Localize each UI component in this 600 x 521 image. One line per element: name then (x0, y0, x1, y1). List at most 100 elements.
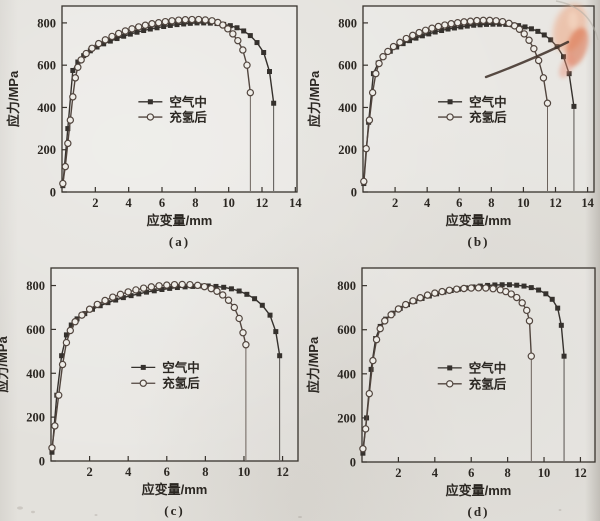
circle-marker (58, 360, 67, 369)
y-tick-label: 0 (351, 186, 357, 200)
subplot-caption: (d) (468, 504, 490, 519)
x-tick-label: 6 (456, 196, 462, 210)
x-tick-label: 12 (549, 196, 562, 210)
square-marker (514, 282, 520, 288)
circle-marker (447, 20, 455, 28)
square-marker (49, 449, 55, 455)
x-tick-label: 2 (86, 465, 92, 479)
square-marker (273, 329, 279, 335)
y-tick-label: 200 (338, 143, 357, 157)
circle-marker (520, 30, 528, 38)
square-marker (271, 100, 277, 106)
x-tick-label: 2 (92, 196, 98, 210)
y-tick-label: 400 (26, 367, 45, 381)
square-marker (561, 353, 567, 359)
circle-marker (415, 28, 423, 37)
circle-marker (64, 139, 72, 148)
square-marker (549, 296, 555, 302)
y-tick-label: 200 (337, 411, 356, 425)
square-marker (277, 353, 283, 359)
circle-marker (369, 356, 377, 365)
y-tick-label: 600 (338, 59, 357, 73)
circle-marker (128, 25, 136, 33)
axes: 0 200 400 600 800 2 4 6 8 10 12 14 (338, 5, 595, 210)
circle-marker (230, 303, 239, 312)
legend-square-marker (447, 365, 453, 371)
circle-marker (155, 282, 163, 290)
circle-marker (431, 289, 439, 297)
circle-marker (229, 30, 237, 38)
circle-marker (163, 281, 171, 289)
y-tick-label: 0 (50, 186, 56, 200)
x-tick-label: 4 (125, 465, 132, 479)
square-marker (182, 284, 188, 290)
circle-marker (88, 44, 96, 52)
square-marker (259, 302, 265, 308)
x-tick-label: 4 (432, 466, 439, 480)
x-tick-label: 8 (505, 466, 511, 480)
x-tick-label: 6 (164, 465, 170, 479)
x-tick-label: 12 (574, 466, 587, 480)
circle-marker (466, 17, 475, 25)
x-tick-label: 4 (424, 196, 431, 210)
circle-marker (71, 74, 80, 82)
circle-marker (94, 39, 103, 48)
circle-marker (242, 341, 250, 349)
circle-marker (510, 22, 519, 30)
x-tick-label: 12 (276, 465, 289, 479)
circle-marker (513, 293, 521, 302)
subplot-caption: (c) (164, 503, 184, 518)
circle-marker (384, 47, 392, 56)
square-marker (147, 26, 153, 32)
circle-marker (213, 287, 221, 295)
square-marker (194, 20, 200, 26)
circle-marker (85, 305, 94, 313)
square-marker (227, 23, 233, 29)
square-marker (144, 289, 150, 295)
circle-marker (421, 26, 430, 35)
square-marker (94, 44, 100, 50)
circle-marker (219, 21, 227, 29)
circle-marker (178, 280, 186, 289)
circle-marker (116, 290, 125, 299)
series-hydrogen (360, 16, 552, 191)
circle-marker (460, 18, 468, 26)
legend-label: 空气中 (469, 360, 507, 375)
square-marker (368, 366, 374, 372)
circle-marker (78, 311, 86, 319)
x-axis-label: 应变量/mm (142, 482, 208, 497)
x-axis-label: 应变量/mm (147, 213, 213, 228)
square-marker (161, 24, 167, 30)
legend-label: 充氢后 (469, 376, 507, 391)
square-marker (566, 71, 572, 77)
square-marker (154, 25, 160, 31)
chart-b-stress-strain: 0 200 400 600 800 2 4 6 8 10 12 14 应力/MPa 应变量/mm (b) 空气… (307, 5, 595, 249)
circle-marker (359, 445, 367, 453)
circle-marker (74, 63, 82, 71)
square-marker (413, 35, 419, 41)
square-marker (65, 126, 71, 132)
circle-marker (186, 280, 194, 289)
circle-marker (498, 17, 507, 26)
legend-label: 空气中 (162, 360, 200, 375)
square-marker (107, 38, 113, 44)
square-marker (159, 286, 165, 292)
circle-marker (243, 61, 251, 69)
circle-marker (409, 297, 417, 305)
legend-square-marker (447, 99, 453, 105)
circle-marker (101, 36, 110, 44)
circle-marker (139, 284, 148, 292)
square-marker (426, 31, 432, 37)
legend-circle-marker (446, 380, 454, 388)
square-marker (68, 322, 74, 328)
square-marker (247, 33, 253, 39)
legend-circle-marker (146, 113, 155, 121)
square-marker (128, 293, 134, 299)
circle-marker (489, 285, 497, 293)
x-tick-label: 10 (222, 196, 235, 210)
square-marker (120, 295, 126, 301)
axes: 0 200 400 600 800 2 4 6 8 10 12 (337, 267, 596, 480)
circle-marker (518, 299, 526, 307)
legend-label: 空气中 (169, 94, 207, 109)
